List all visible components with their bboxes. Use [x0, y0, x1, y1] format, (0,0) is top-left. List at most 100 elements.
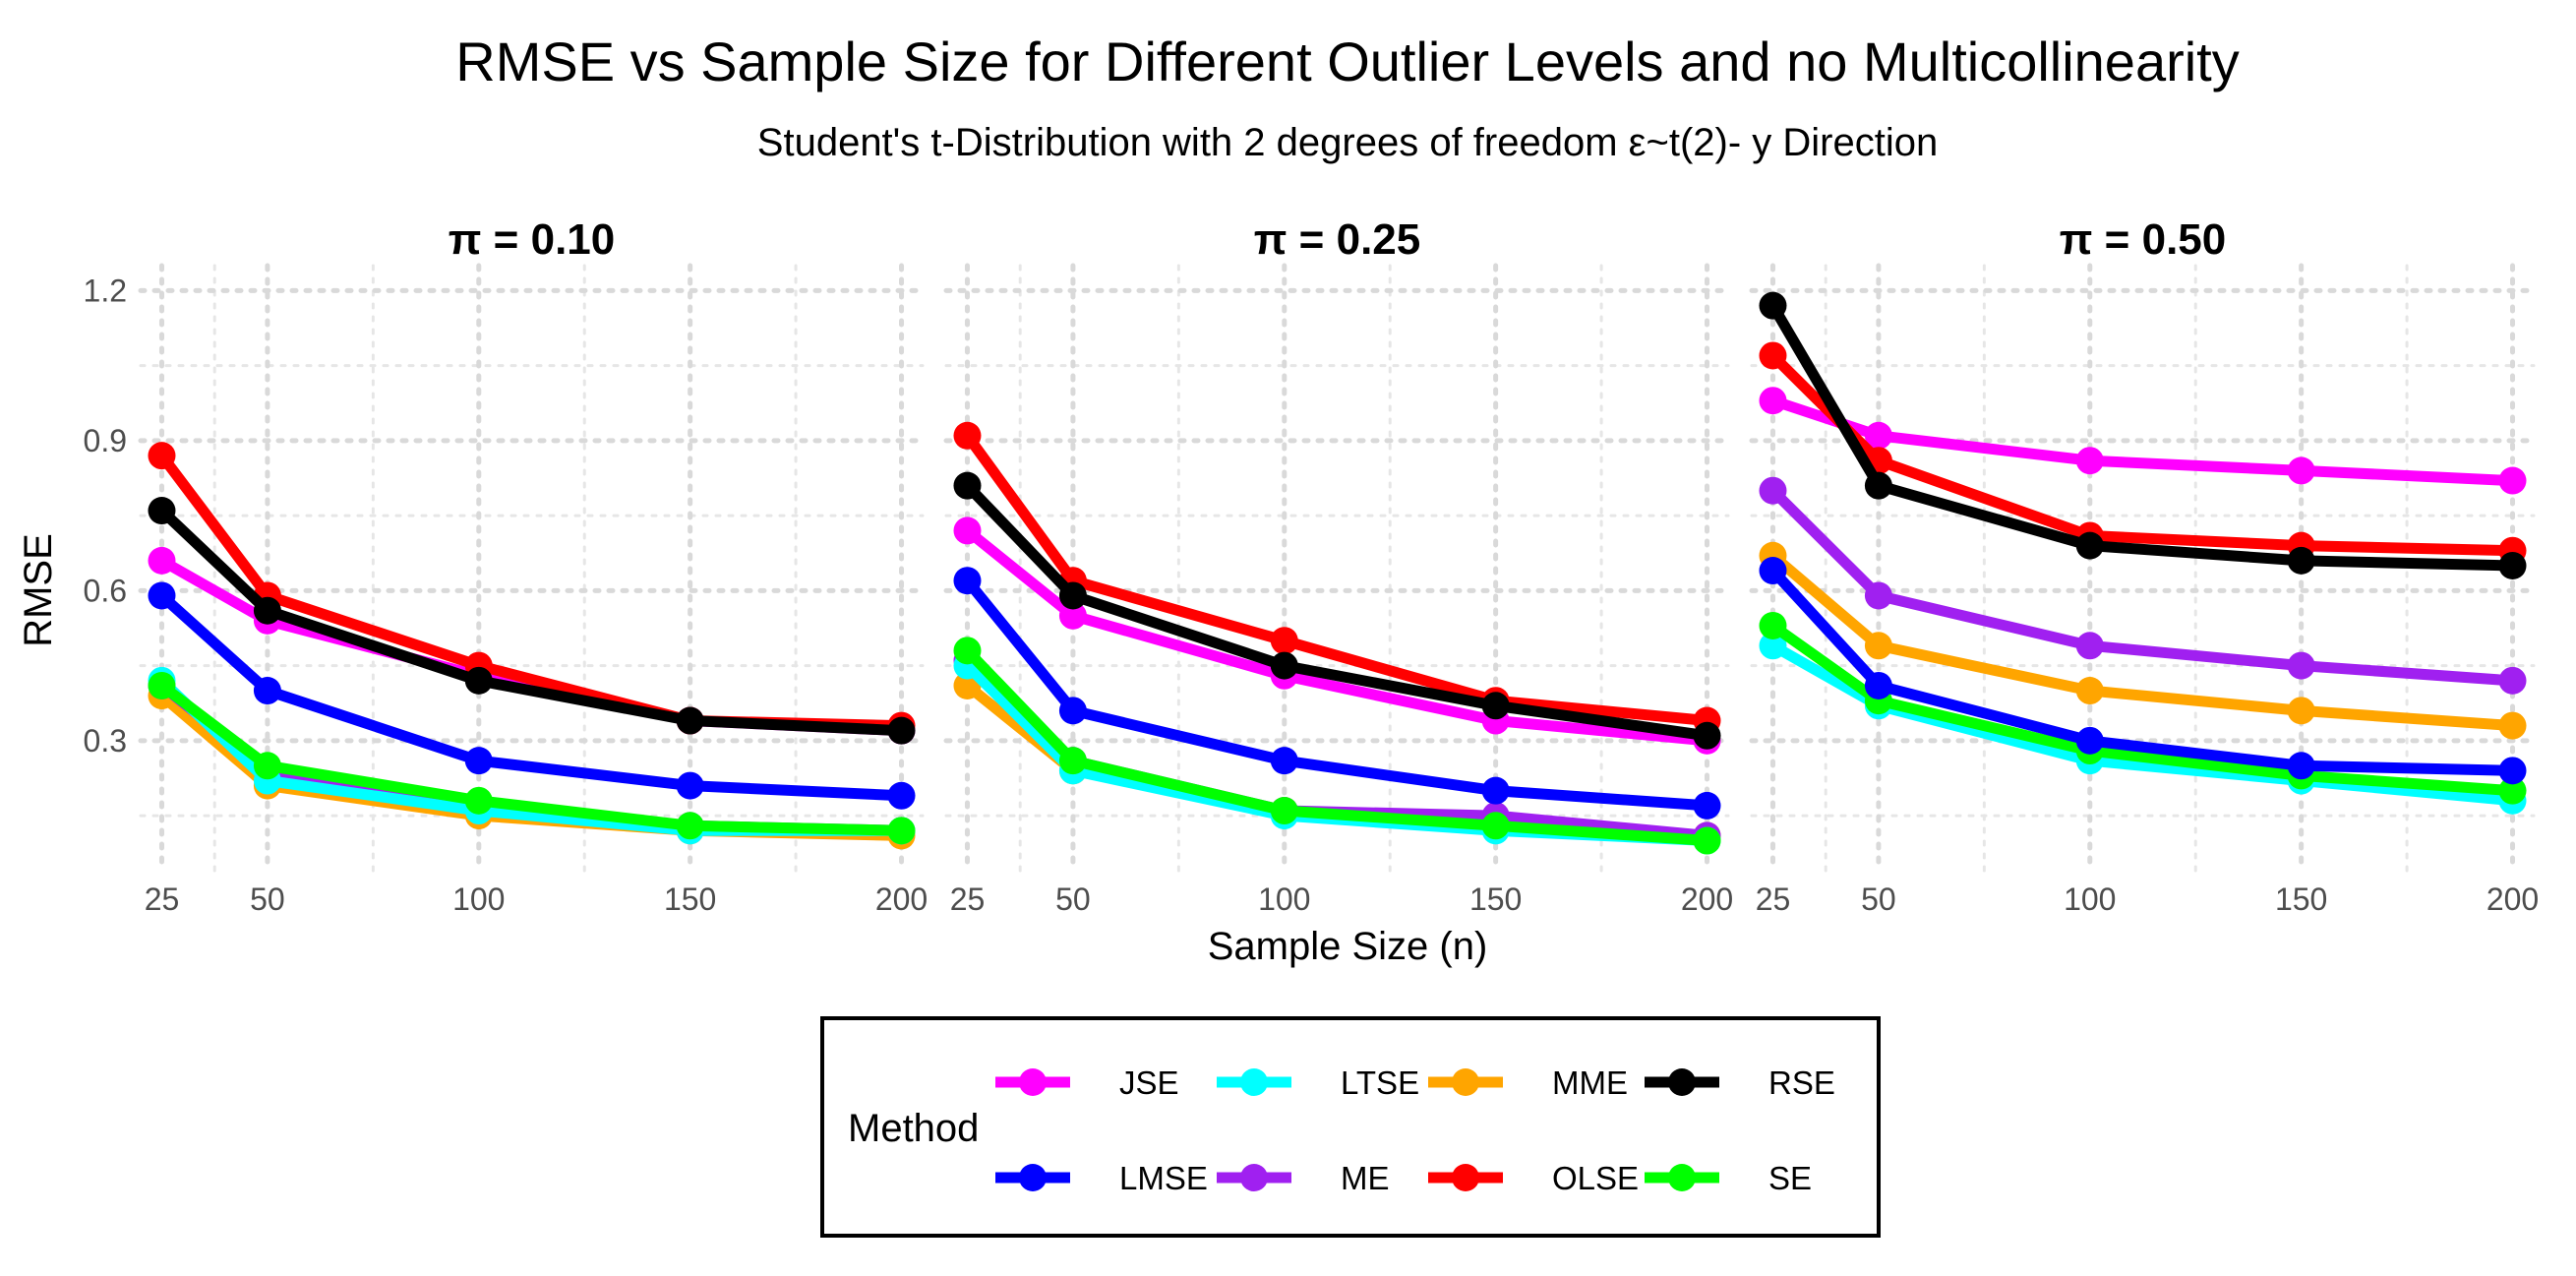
facet-label: π = 0.25	[1254, 215, 1420, 264]
series-lmse	[148, 581, 916, 810]
data-point-me	[1759, 476, 1787, 505]
y-tick-label: 0.9	[84, 423, 127, 458]
data-point-se	[887, 817, 916, 845]
x-tick-label: 200	[1681, 881, 1733, 917]
legend-item-ltse: LTSE	[1217, 1064, 1419, 1101]
x-tick-label: 150	[1469, 881, 1522, 917]
series-rse	[953, 471, 1721, 750]
data-point-lmse	[887, 781, 916, 810]
series-se	[148, 671, 916, 845]
x-tick-label: 50	[1861, 881, 1896, 917]
series-mme	[1759, 541, 2527, 740]
data-point-lmse	[1759, 557, 1787, 585]
data-point-rse	[1270, 651, 1298, 680]
data-point-rse	[953, 471, 982, 500]
x-tick-label: 25	[1756, 881, 1791, 917]
data-point-jse	[2498, 466, 2527, 495]
data-point-lmse	[148, 581, 176, 610]
data-point-lmse	[1864, 671, 1892, 699]
legend-item-lmse: LMSE	[995, 1160, 1208, 1196]
series-lmse	[953, 567, 1721, 820]
x-tick-label: 25	[950, 881, 986, 917]
data-point-rse	[1759, 291, 1787, 320]
legend-label: LTSE	[1341, 1064, 1419, 1101]
data-point-jse	[2075, 447, 2104, 475]
data-point-me	[2287, 651, 2315, 680]
data-point-se	[464, 786, 493, 815]
data-point-jse	[148, 546, 176, 575]
legend-items: JSE LTSE MME RSE LMSE ME OLSE SE	[995, 1064, 1835, 1196]
data-point-lmse	[1058, 697, 1087, 725]
data-point-olse	[1270, 627, 1298, 655]
legend-swatch-point	[1668, 1068, 1696, 1096]
legend-swatch-point	[1240, 1164, 1268, 1191]
facet-panel-1: π = 0.10 1.2 0.9 0.6 0.3 25 50 100 150 200	[84, 215, 929, 917]
legend-swatch-point	[1452, 1068, 1479, 1096]
x-tick-label: 150	[2275, 881, 2327, 917]
data-point-rse	[1481, 692, 1510, 720]
data-point-lmse	[253, 677, 281, 705]
data-point-jse	[1058, 601, 1087, 630]
x-tick-label: 50	[1055, 881, 1091, 917]
data-point-rse	[148, 497, 176, 525]
series-lmse	[1759, 557, 2527, 785]
data-point-se	[676, 812, 704, 840]
legend-swatch-point	[1240, 1068, 1268, 1096]
facet-panel-2: π = 0.25 25 50 100 150 200	[943, 215, 1733, 917]
x-tick-label: 25	[145, 881, 180, 917]
data-point-lmse	[2287, 752, 2315, 780]
legend-item-olse: OLSE	[1428, 1160, 1639, 1196]
data-point-lmse	[1693, 791, 1721, 820]
data-point-rse	[1693, 721, 1721, 750]
data-point-olse	[953, 421, 982, 450]
x-tick-label: 200	[2486, 881, 2539, 917]
x-tick-label: 100	[452, 881, 505, 917]
y-tick-label: 0.3	[84, 723, 127, 759]
data-point-rse	[2498, 551, 2527, 579]
facet-panel-3: π = 0.50 25 50 100 150 200	[1749, 215, 2539, 917]
data-point-mme	[1864, 632, 1892, 660]
data-point-jse	[953, 516, 982, 545]
data-point-rse	[676, 706, 704, 735]
x-axis-title: Sample Size (n)	[1208, 925, 1488, 968]
legend-box	[820, 1016, 1881, 1238]
legend: Method JSE LTSE MME RSE LMSE ME OLSE SE	[820, 1016, 1881, 1238]
data-point-se	[148, 671, 176, 699]
x-tick-label: 150	[664, 881, 716, 917]
data-point-rse	[2287, 546, 2315, 575]
x-tick-label: 100	[2064, 881, 2116, 917]
series-me	[1759, 476, 2527, 695]
data-point-lmse	[464, 747, 493, 775]
series-rse	[148, 497, 916, 745]
data-point-jse	[2287, 456, 2315, 485]
legend-title: Method	[848, 1107, 979, 1150]
facet-label: π = 0.10	[449, 215, 615, 264]
data-point-jse	[1864, 421, 1892, 450]
data-point-se	[1058, 747, 1087, 775]
data-point-lmse	[2075, 726, 2104, 755]
data-point-mme	[2075, 677, 2104, 705]
legend-swatch-point	[1019, 1164, 1047, 1191]
data-point-rse	[887, 716, 916, 745]
legend-swatch-point	[1668, 1164, 1696, 1191]
data-point-mme	[2498, 711, 2527, 740]
series-se	[953, 637, 1721, 855]
data-point-ltse	[1759, 632, 1787, 660]
data-point-rse	[464, 666, 493, 695]
data-point-se	[2498, 776, 2527, 805]
data-point-mme	[2287, 697, 2315, 725]
series-rse	[1759, 291, 2527, 579]
legend-item-jse: JSE	[995, 1064, 1179, 1101]
data-point-lmse	[2498, 757, 2527, 785]
legend-item-mme: MME	[1428, 1064, 1628, 1101]
data-point-se	[253, 752, 281, 780]
legend-label: OLSE	[1552, 1160, 1639, 1196]
data-point-se	[1693, 826, 1721, 855]
legend-item-me: ME	[1217, 1160, 1390, 1196]
data-point-olse	[1759, 341, 1787, 370]
y-axis-title: RMSE	[17, 533, 60, 647]
data-point-rse	[1058, 581, 1087, 610]
legend-label: JSE	[1119, 1064, 1179, 1101]
